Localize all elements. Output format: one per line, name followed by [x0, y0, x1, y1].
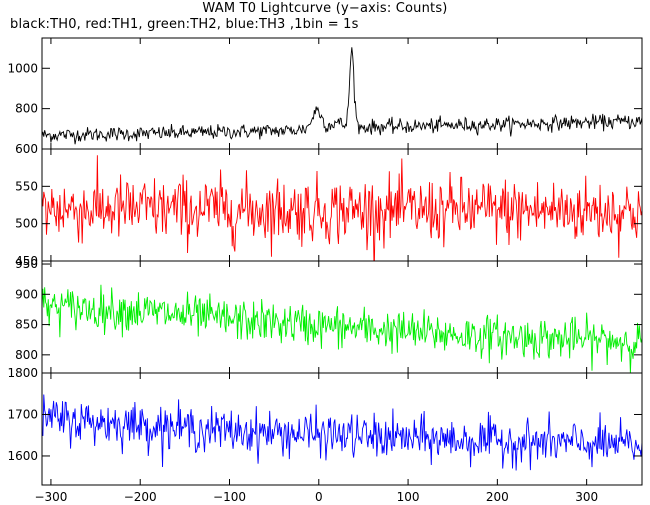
y-tick-label: 850	[15, 318, 38, 332]
x-tick-label: −100	[213, 490, 246, 504]
chart-subtitle: black:TH0, red:TH1, green:TH2, blue:TH3 …	[10, 17, 359, 32]
x-tick-label: 0	[315, 490, 323, 504]
y-tick-label: 800	[15, 348, 38, 362]
series-line-th2	[42, 284, 642, 373]
y-tick-label: 600	[15, 142, 38, 156]
y-tick-label: 1600	[7, 449, 38, 463]
y-tick-label: 450	[15, 254, 38, 268]
chart-title: WAM T0 Lightcurve (y−axis: Counts)	[202, 1, 448, 16]
x-tick-label: 100	[397, 490, 420, 504]
y-tick-label: 1700	[7, 407, 38, 421]
panel-frame-th3	[41, 372, 643, 486]
y-tick-label: 550	[15, 179, 38, 193]
y-tick-label: 900	[15, 287, 38, 301]
series-line-th0	[42, 47, 642, 145]
y-tick-label: 1000	[7, 61, 38, 75]
series-line-th1	[42, 155, 642, 261]
x-tick-label: 200	[486, 490, 509, 504]
y-tick-label: 500	[15, 217, 38, 231]
series-line-th3	[42, 394, 642, 471]
x-tick-label: 300	[575, 490, 598, 504]
y-tick-label: 800	[15, 102, 38, 116]
y-tick-label: 1800	[7, 366, 38, 380]
y-tick-label: 950	[15, 257, 38, 271]
x-tick-label: −300	[34, 490, 67, 504]
x-tick-label: −200	[124, 490, 157, 504]
